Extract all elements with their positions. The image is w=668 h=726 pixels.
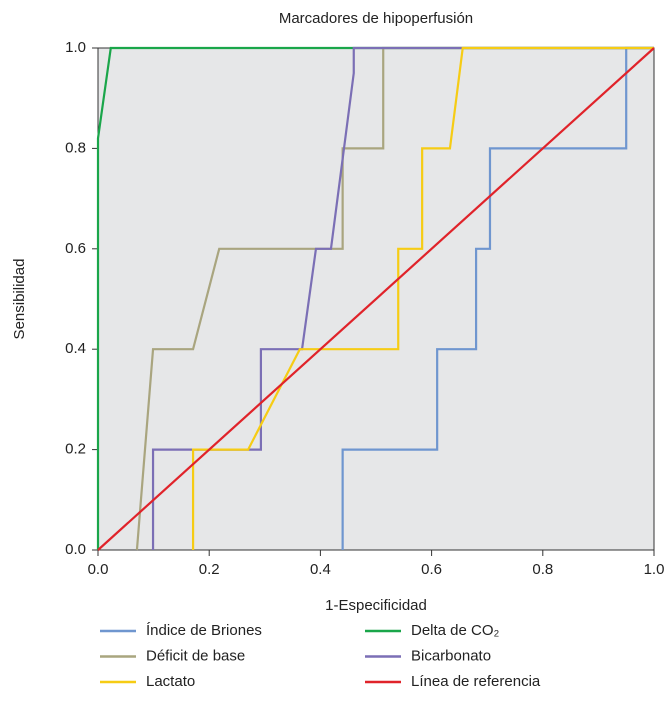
chart-title: Marcadores de hipoperfusión [279,10,473,27]
x-tick-label: 0.0 [88,561,109,578]
y-tick-label: 0.4 [65,340,86,357]
x-tick-label: 0.2 [199,561,220,578]
y-tick-label: 0.6 [65,240,86,257]
series-line [135,46,654,551]
y-tick-label: 1.0 [65,39,86,56]
x-tick-label: 1.0 [644,561,665,578]
series-line [97,47,655,551]
legend-label: Línea de referencia [411,673,541,690]
legend-label: Índice de Briones [146,622,262,639]
x-tick-label: 0.4 [310,561,331,578]
y-tick-label: 0.2 [65,441,86,458]
y-tick-label: 0.8 [65,139,86,156]
y-axis-label: Sensibilidad [11,259,28,340]
series-line [191,46,654,550]
legend-label: Delta de CO₂ [411,622,500,639]
legend-label: Bicarbonato [411,647,491,664]
x-axis-label: 1-Especificidad [325,597,427,614]
x-tick-label: 0.8 [532,561,553,578]
y-tick-label: 0.0 [65,541,86,558]
legend-label: Lactato [146,673,195,690]
x-tick-label: 0.6 [421,561,442,578]
series-line [341,46,654,550]
legend-label: Déficit de base [146,647,245,664]
